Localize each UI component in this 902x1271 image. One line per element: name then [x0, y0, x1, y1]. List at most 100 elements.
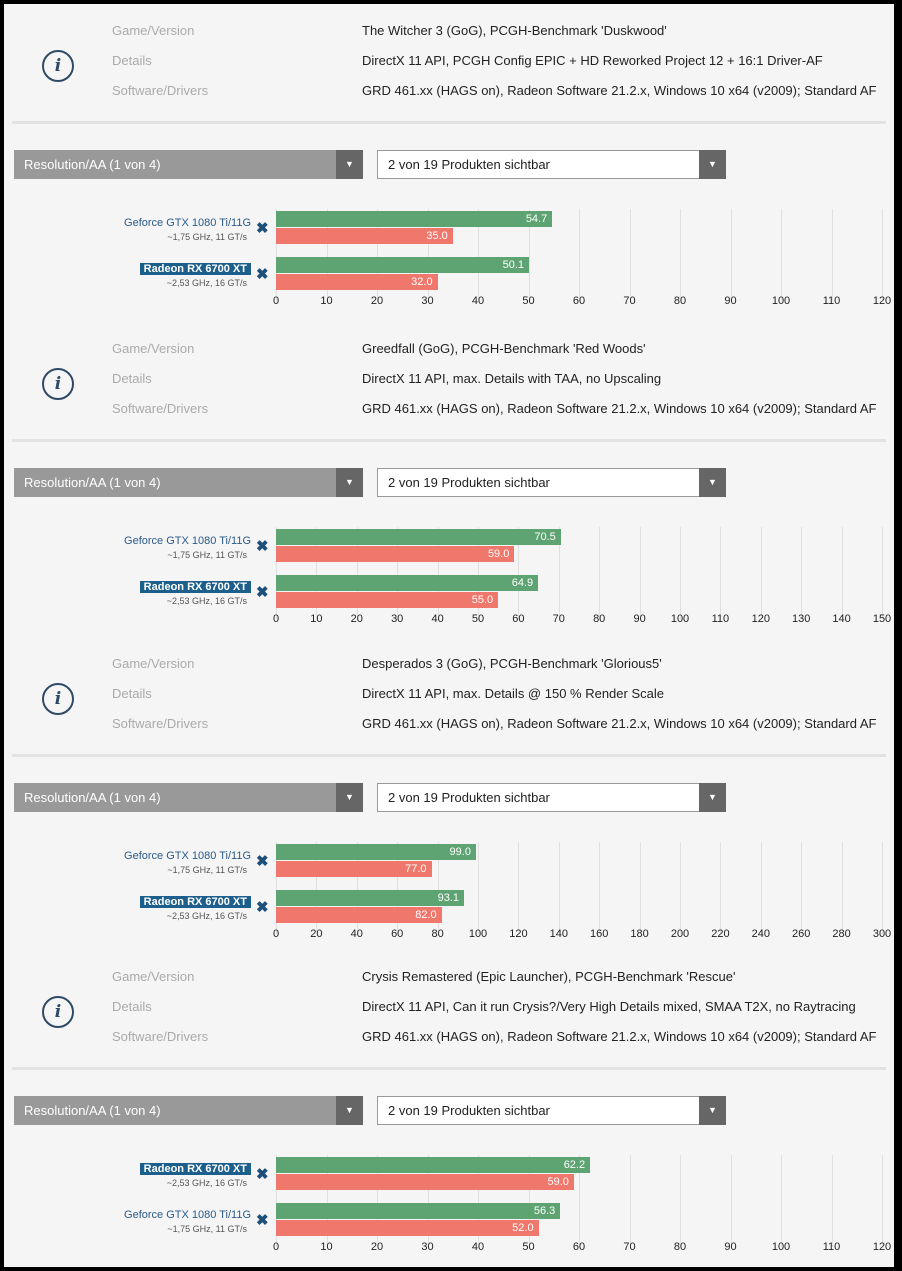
products-dropdown[interactable]: 2 von 19 Produkten sichtbar ▼	[377, 1096, 726, 1125]
details-label: Details	[112, 686, 152, 701]
grid-line	[397, 527, 399, 619]
bar-avg: 56.3	[276, 1203, 561, 1219]
x-tick-label: 0	[272, 1241, 280, 1253]
grid-line	[528, 1155, 530, 1247]
product-spec: ~1,75 GHz, 11 GT/s	[167, 1224, 247, 1234]
product-name[interactable]: Geforce GTX 1080 Ti/11G	[124, 217, 251, 229]
remove-product-icon[interactable]: ✖	[256, 266, 269, 283]
chevron-down-icon[interactable]: ▼	[699, 150, 726, 179]
bar-min: 55.0	[276, 592, 499, 608]
grid-line	[882, 842, 883, 934]
grid-line	[730, 209, 732, 301]
grid-line	[841, 842, 843, 934]
x-tick-label: 100	[771, 295, 791, 307]
grid-line	[720, 527, 722, 619]
x-tick-label: 60	[391, 928, 404, 940]
x-tick-label: 160	[590, 928, 609, 940]
grid-line	[356, 842, 358, 934]
products-dropdown[interactable]: 2 von 19 Produkten sichtbar ▼	[377, 150, 726, 179]
grid-line	[377, 209, 378, 301]
grid-line	[629, 209, 631, 301]
resolution-dropdown[interactable]: Resolution/AA (1 von 4) ▼	[14, 468, 363, 497]
x-tick-label: 40	[471, 1241, 485, 1253]
chevron-down-icon[interactable]: ▼	[699, 783, 726, 812]
grid-line	[680, 1155, 681, 1247]
resolution-dropdown[interactable]: Resolution/AA (1 von 4) ▼	[14, 1096, 363, 1125]
bar-chart: 0 10 20 30 40 50 60 70 80 90 100 110 120 Geforce GTX …	[4, 199, 894, 319]
products-dropdown-label: 2 von 19 Produkten sichtbar	[388, 790, 550, 805]
products-dropdown[interactable]: 2 von 19 Produkten sichtbar ▼	[377, 468, 726, 497]
x-tick-label: 50	[471, 613, 485, 625]
x-tick-label: 80	[431, 928, 444, 940]
product-name[interactable]: Radeon RX 6700 XT	[139, 1163, 251, 1175]
benchmark-block: i Game/Version Greedfall (GoG), PCGH-Bench…	[4, 322, 894, 638]
software-drivers-value: GRD 461.xx (HAGS on), Radeon Software 21…	[362, 83, 877, 98]
divider	[12, 121, 886, 124]
x-tick-label: 300	[872, 928, 892, 940]
remove-product-icon[interactable]: ✖	[256, 899, 269, 916]
x-tick-label: 60	[512, 613, 525, 625]
bar-chart: 0 20 40 60 80 100 120 140 160 180 200 220 240 260 280 3…	[4, 832, 894, 952]
grid-line	[276, 842, 277, 934]
bar-min: 35.0	[276, 228, 453, 244]
product-name[interactable]: Radeon RX 6700 XT	[139, 896, 251, 908]
x-tick-label: 10	[320, 295, 333, 307]
chevron-down-icon[interactable]: ▼	[699, 1096, 726, 1125]
grid-line	[680, 842, 681, 934]
x-tick-label: 40	[350, 928, 363, 940]
x-tick-label: 140	[549, 928, 568, 940]
grid-line	[478, 842, 479, 934]
remove-product-icon[interactable]: ✖	[256, 538, 269, 555]
chevron-down-icon[interactable]: ▼	[336, 468, 363, 497]
chevron-down-icon[interactable]: ▼	[699, 468, 726, 497]
product-name[interactable]: Radeon RX 6700 XT	[139, 581, 251, 593]
x-tick-label: 70	[552, 613, 565, 625]
resolution-dropdown[interactable]: Resolution/AA (1 von 4) ▼	[14, 783, 363, 812]
products-dropdown[interactable]: 2 von 19 Produkten sichtbar ▼	[377, 783, 726, 812]
product-name[interactable]: Geforce GTX 1080 Ti/11G	[124, 535, 251, 547]
chevron-down-icon[interactable]: ▼	[336, 150, 363, 179]
grid-line	[276, 1155, 277, 1247]
bar-min: 59.0	[276, 546, 515, 562]
remove-product-icon[interactable]: ✖	[256, 220, 269, 237]
grid-line	[831, 209, 833, 301]
product-spec: ~2,53 GHz, 16 GT/s	[166, 278, 247, 288]
x-tick-label: 220	[711, 928, 730, 940]
chevron-down-icon[interactable]: ▼	[336, 783, 363, 812]
x-tick-label: 150	[872, 613, 892, 625]
grid-line	[356, 527, 358, 619]
x-tick-label: 110	[822, 295, 841, 307]
products-dropdown-label: 2 von 19 Produkten sichtbar	[388, 157, 550, 172]
x-tick-label: 40	[471, 295, 485, 307]
remove-product-icon[interactable]: ✖	[256, 584, 269, 601]
product-name[interactable]: Radeon RX 6700 XT	[139, 263, 251, 275]
bar-avg: 99.0	[276, 844, 476, 860]
details-value: DirectX 11 API, max. Details with TAA, n…	[362, 371, 662, 386]
grid-line	[801, 842, 803, 934]
grid-line	[639, 842, 641, 934]
grid-line	[397, 842, 399, 934]
product-name[interactable]: Geforce GTX 1080 Ti/11G	[124, 850, 251, 862]
x-tick-label: 30	[421, 295, 434, 307]
grid-line	[599, 527, 601, 619]
chevron-down-icon[interactable]: ▼	[336, 1096, 363, 1125]
product-spec: ~1,75 GHz, 11 GT/s	[167, 232, 247, 242]
x-tick-label: 10	[310, 613, 323, 625]
product-name[interactable]: Geforce GTX 1080 Ti/11G	[124, 1209, 251, 1221]
product-spec: ~2,53 GHz, 16 GT/s	[166, 596, 247, 606]
divider	[12, 439, 886, 442]
grid-line	[760, 527, 762, 619]
game-version-label: Game/Version	[112, 23, 195, 38]
remove-product-icon[interactable]: ✖	[256, 1212, 269, 1229]
game-version-value: The Witcher 3 (GoG), PCGH-Benchmark 'Dus…	[362, 23, 667, 38]
info-icon: i	[42, 683, 74, 715]
resolution-dropdown[interactable]: Resolution/AA (1 von 4) ▼	[14, 150, 363, 179]
remove-product-icon[interactable]: ✖	[256, 853, 269, 870]
x-tick-label: 80	[673, 295, 687, 307]
x-tick-label: 0	[272, 295, 280, 307]
benchmark-block: i Game/Version Crysis Remastered (Epic Lau…	[4, 950, 894, 1266]
bar-min: 59.0	[276, 1174, 574, 1190]
x-tick-label: 120	[872, 295, 892, 307]
remove-product-icon[interactable]: ✖	[256, 1166, 269, 1183]
grid-line	[437, 842, 439, 934]
